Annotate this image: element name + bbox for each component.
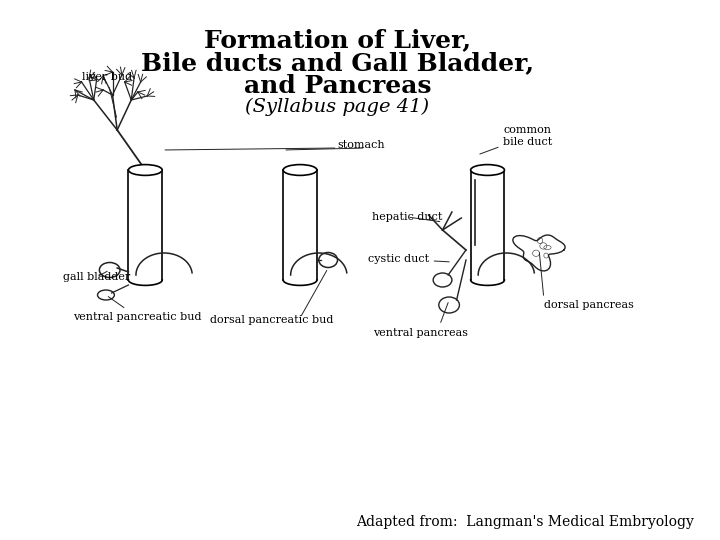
Text: ventral pancreatic bud: ventral pancreatic bud [73,296,202,322]
Ellipse shape [128,165,162,176]
Text: Formation of Liver,: Formation of Liver, [204,28,471,52]
Text: Bile ducts and Gall Bladder,: Bile ducts and Gall Bladder, [141,51,534,75]
Text: Adapted from:  Langman's Medical Embryology: Adapted from: Langman's Medical Embryolo… [356,515,694,529]
Text: cystic duct: cystic duct [367,254,449,264]
Ellipse shape [438,297,459,313]
Text: dorsal pancreatic bud: dorsal pancreatic bud [210,315,333,325]
Ellipse shape [97,290,114,300]
Text: ventral pancreas: ventral pancreas [374,328,469,338]
Text: liver bud: liver bud [81,72,132,117]
Ellipse shape [433,273,452,287]
Text: common
bile duct: common bile duct [480,125,553,154]
Text: hepatic duct: hepatic duct [372,212,443,222]
Text: stomach: stomach [338,140,385,150]
Text: and Pancreas: and Pancreas [244,74,431,98]
Text: (Syllabus page 41): (Syllabus page 41) [246,98,430,116]
Ellipse shape [99,262,120,278]
Text: gall bladder: gall bladder [63,271,130,282]
Ellipse shape [471,165,505,176]
Ellipse shape [283,165,317,176]
Text: dorsal pancreas: dorsal pancreas [544,300,634,310]
Ellipse shape [319,253,338,267]
